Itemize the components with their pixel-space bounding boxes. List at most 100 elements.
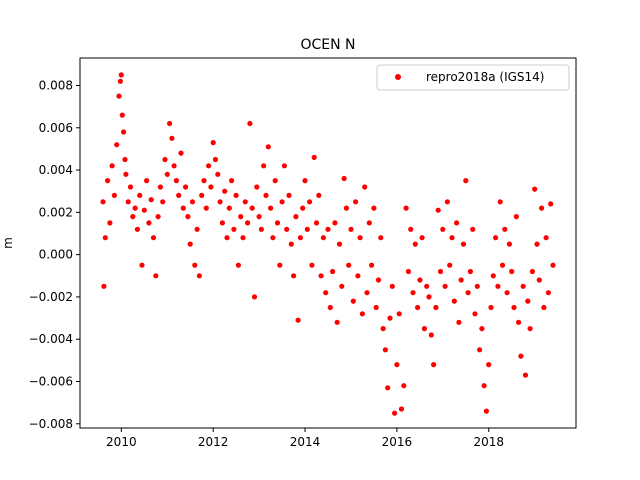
data-point (302, 178, 308, 184)
data-point (460, 241, 467, 247)
data-point (171, 163, 177, 169)
data-point (325, 226, 331, 232)
data-point (437, 268, 444, 275)
data-point (251, 294, 258, 300)
data-point (178, 150, 184, 156)
data-point (497, 199, 503, 205)
data-point (226, 205, 232, 211)
y-axis-label: m (1, 237, 15, 249)
data-point (375, 277, 382, 283)
data-point (348, 226, 354, 232)
data-point (421, 326, 427, 332)
x-tick-label: 2010 (106, 435, 137, 449)
data-point (107, 220, 113, 226)
data-point (121, 129, 127, 135)
x-tick-label: 2012 (198, 435, 229, 449)
data-point (291, 273, 297, 279)
y-tick-label: 0.000 (39, 248, 73, 262)
data-point (513, 214, 519, 220)
data-point (117, 78, 123, 84)
data-point (201, 178, 207, 184)
data-point (336, 241, 343, 247)
data-point (192, 262, 198, 268)
data-point (472, 311, 478, 317)
data-point (180, 205, 186, 211)
data-point (509, 268, 515, 275)
data-point (385, 385, 391, 391)
data-point (316, 192, 322, 198)
data-point (410, 290, 416, 296)
data-point (369, 262, 375, 268)
data-point (146, 220, 152, 226)
data-point (114, 142, 120, 148)
data-point (256, 214, 262, 220)
data-point (346, 262, 352, 268)
data-point (240, 235, 246, 241)
data-point (506, 241, 512, 247)
data-point (431, 362, 437, 368)
data-point (405, 268, 411, 275)
data-point (440, 226, 446, 232)
data-point (479, 326, 485, 332)
data-point (435, 207, 441, 213)
data-point (309, 262, 315, 268)
data-point (389, 283, 395, 289)
data-point (334, 319, 340, 325)
data-point (408, 226, 414, 232)
data-point (534, 241, 540, 247)
data-point (219, 220, 225, 226)
data-point (341, 175, 347, 182)
data-point (477, 347, 483, 353)
data-point (109, 163, 115, 169)
data-point (122, 156, 128, 163)
y-tick-label: 0.004 (39, 163, 73, 177)
data-point (539, 205, 545, 211)
data-point (217, 199, 223, 205)
data-point (488, 304, 494, 311)
data-point (277, 262, 283, 268)
data-point (297, 235, 303, 241)
data-point (449, 235, 455, 241)
data-point (327, 304, 333, 311)
data-point (313, 220, 320, 226)
y-tick-label: −0.006 (29, 374, 73, 388)
data-point (238, 214, 244, 220)
data-point (419, 235, 425, 241)
data-point (458, 277, 464, 283)
data-point (371, 205, 377, 211)
chart-title: OCEN N (300, 37, 355, 53)
data-point (286, 192, 292, 198)
data-point (150, 235, 157, 241)
data-point (288, 241, 294, 247)
data-points (100, 72, 556, 416)
data-point (330, 268, 336, 275)
data-point (474, 283, 480, 289)
data-point (444, 199, 450, 205)
data-point (242, 199, 248, 205)
data-point (233, 192, 239, 198)
data-point (415, 304, 421, 311)
x-tick-label: 2018 (473, 435, 504, 449)
data-point (300, 205, 306, 211)
axis-ticks: 2010 2012 2014 2016 2018 −0.008 −0.006 −0.004 −0… (29, 78, 504, 449)
data-point (153, 273, 159, 279)
data-point (127, 184, 134, 190)
data-point (467, 268, 473, 275)
data-point (247, 120, 253, 127)
data-point (111, 192, 117, 198)
legend-marker (395, 74, 401, 80)
data-point (343, 205, 349, 211)
data-point (284, 226, 290, 232)
x-tick-label: 2014 (290, 435, 321, 449)
data-point (125, 199, 131, 205)
data-point (470, 226, 476, 232)
data-point (263, 192, 269, 198)
legend-entry-label: repro2018a (IGS14) (426, 70, 544, 84)
data-point (212, 156, 219, 163)
data-point (332, 220, 338, 226)
data-point (353, 199, 359, 205)
data-point (355, 273, 361, 279)
data-point (382, 347, 388, 353)
data-point (169, 135, 175, 141)
